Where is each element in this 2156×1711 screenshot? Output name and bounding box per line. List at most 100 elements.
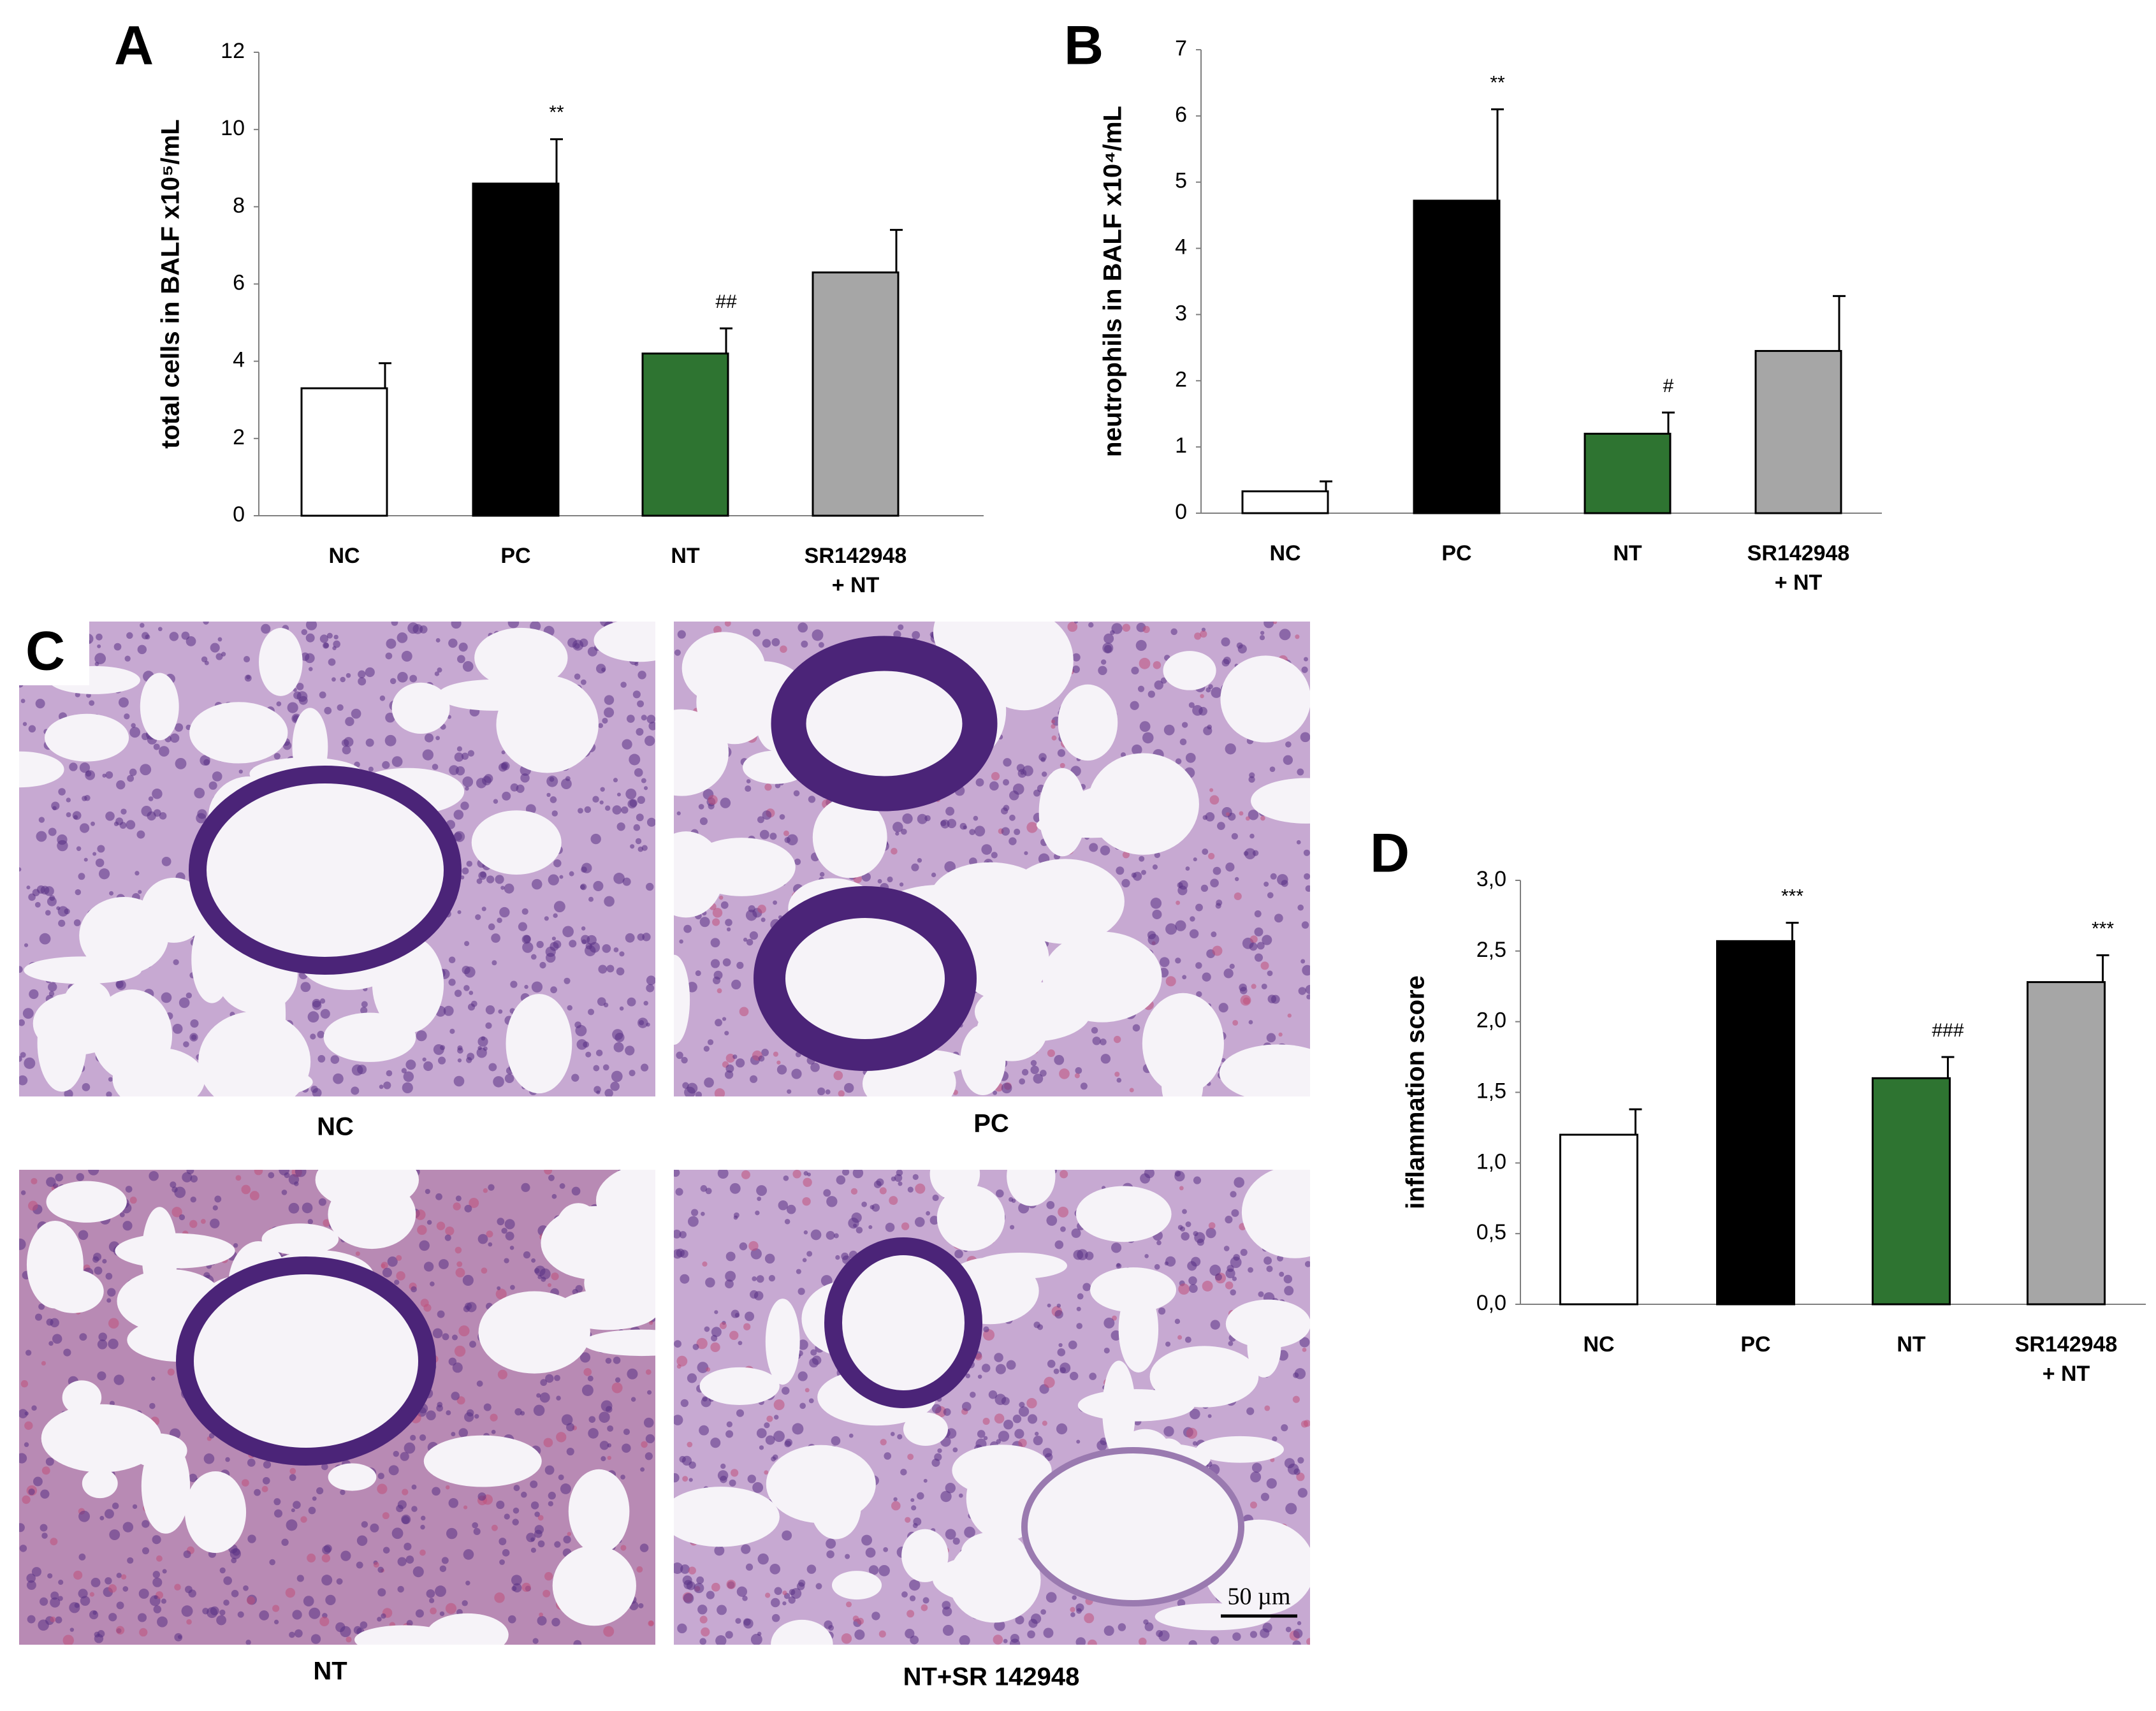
cell [1254, 953, 1264, 962]
cell [351, 1086, 360, 1095]
cell [108, 1338, 119, 1350]
cell [610, 1081, 620, 1091]
cell [295, 1170, 307, 1177]
cell [622, 1443, 631, 1453]
y-tick-label: 2,0 [1476, 1008, 1506, 1033]
cell [157, 1616, 168, 1627]
cell [415, 1609, 424, 1618]
cell [462, 965, 470, 975]
cell [1239, 983, 1247, 992]
cell [523, 935, 531, 943]
cell [1215, 903, 1221, 909]
cell [495, 1288, 507, 1300]
cell [451, 622, 462, 629]
x-tick-label: PC [500, 544, 531, 568]
panel-label-bg [19, 622, 89, 685]
cell [551, 1194, 557, 1199]
cell [196, 813, 207, 824]
cell [477, 1234, 488, 1244]
panel-label: D [1370, 823, 1409, 884]
cell [448, 956, 456, 963]
airway [824, 1237, 982, 1408]
cell [491, 1524, 498, 1531]
y-tick-label: 0,5 [1476, 1220, 1506, 1244]
cell [729, 1330, 739, 1340]
cell [587, 646, 597, 657]
cell [397, 671, 408, 683]
cell [901, 1591, 908, 1598]
cell [356, 1561, 363, 1569]
cell [401, 1068, 407, 1074]
cell [741, 1544, 751, 1554]
cell [215, 653, 223, 660]
cell [865, 1547, 876, 1558]
cell [787, 834, 798, 846]
cell [462, 1274, 474, 1286]
bar [1872, 1077, 1951, 1306]
cell [752, 629, 761, 637]
cell [357, 1065, 367, 1075]
cell [1227, 1265, 1234, 1272]
cell [674, 1229, 681, 1239]
cell [170, 1181, 177, 1188]
y-tick-label: 1,0 [1476, 1149, 1506, 1174]
cell [419, 1240, 430, 1251]
cell [472, 1522, 479, 1529]
cell [776, 1060, 781, 1065]
cell [449, 765, 459, 775]
cell [319, 634, 329, 643]
cell [720, 1475, 727, 1483]
cell [441, 1557, 449, 1564]
cell [20, 1052, 26, 1058]
cell [1058, 1206, 1069, 1218]
cell [97, 845, 105, 853]
cell [98, 1332, 107, 1341]
cell [1014, 1429, 1024, 1439]
cell [1302, 965, 1310, 976]
alveolus [831, 1571, 882, 1600]
cell [801, 640, 808, 648]
cell [439, 1611, 445, 1617]
cell [26, 885, 31, 890]
cell [998, 1431, 1010, 1442]
cell [787, 1089, 792, 1094]
cell [803, 1177, 812, 1187]
cell [1221, 659, 1230, 667]
cell [640, 1063, 649, 1072]
cell [674, 1415, 683, 1425]
cell [504, 884, 514, 894]
cell [1156, 1629, 1163, 1637]
cell [26, 1580, 36, 1591]
cell [1100, 1038, 1107, 1045]
cell [739, 1007, 749, 1017]
cell [533, 1404, 545, 1416]
cell [135, 871, 140, 876]
cell [907, 1453, 914, 1460]
cell [983, 1326, 989, 1332]
cell [674, 1473, 680, 1483]
cell [382, 1267, 392, 1278]
cell [330, 1055, 340, 1064]
cell [632, 690, 641, 699]
cell [122, 1522, 134, 1533]
cell [129, 768, 137, 776]
cell [613, 1357, 621, 1364]
image-caption: NC [317, 1113, 354, 1141]
cell [1089, 1372, 1097, 1380]
cell [638, 1603, 644, 1609]
cell [646, 984, 655, 993]
alveolus [936, 1185, 1005, 1251]
cell [31, 1405, 37, 1411]
cell [108, 1584, 117, 1593]
cell [1035, 1431, 1039, 1436]
cell [244, 655, 251, 663]
cell [1121, 878, 1130, 888]
cell [784, 837, 790, 843]
cell [324, 706, 332, 715]
cell [429, 1598, 435, 1603]
panel-label: C [25, 621, 65, 682]
cell [1132, 744, 1142, 755]
alveolus [328, 1463, 377, 1491]
cell [964, 1526, 975, 1538]
cell [1283, 1274, 1292, 1284]
